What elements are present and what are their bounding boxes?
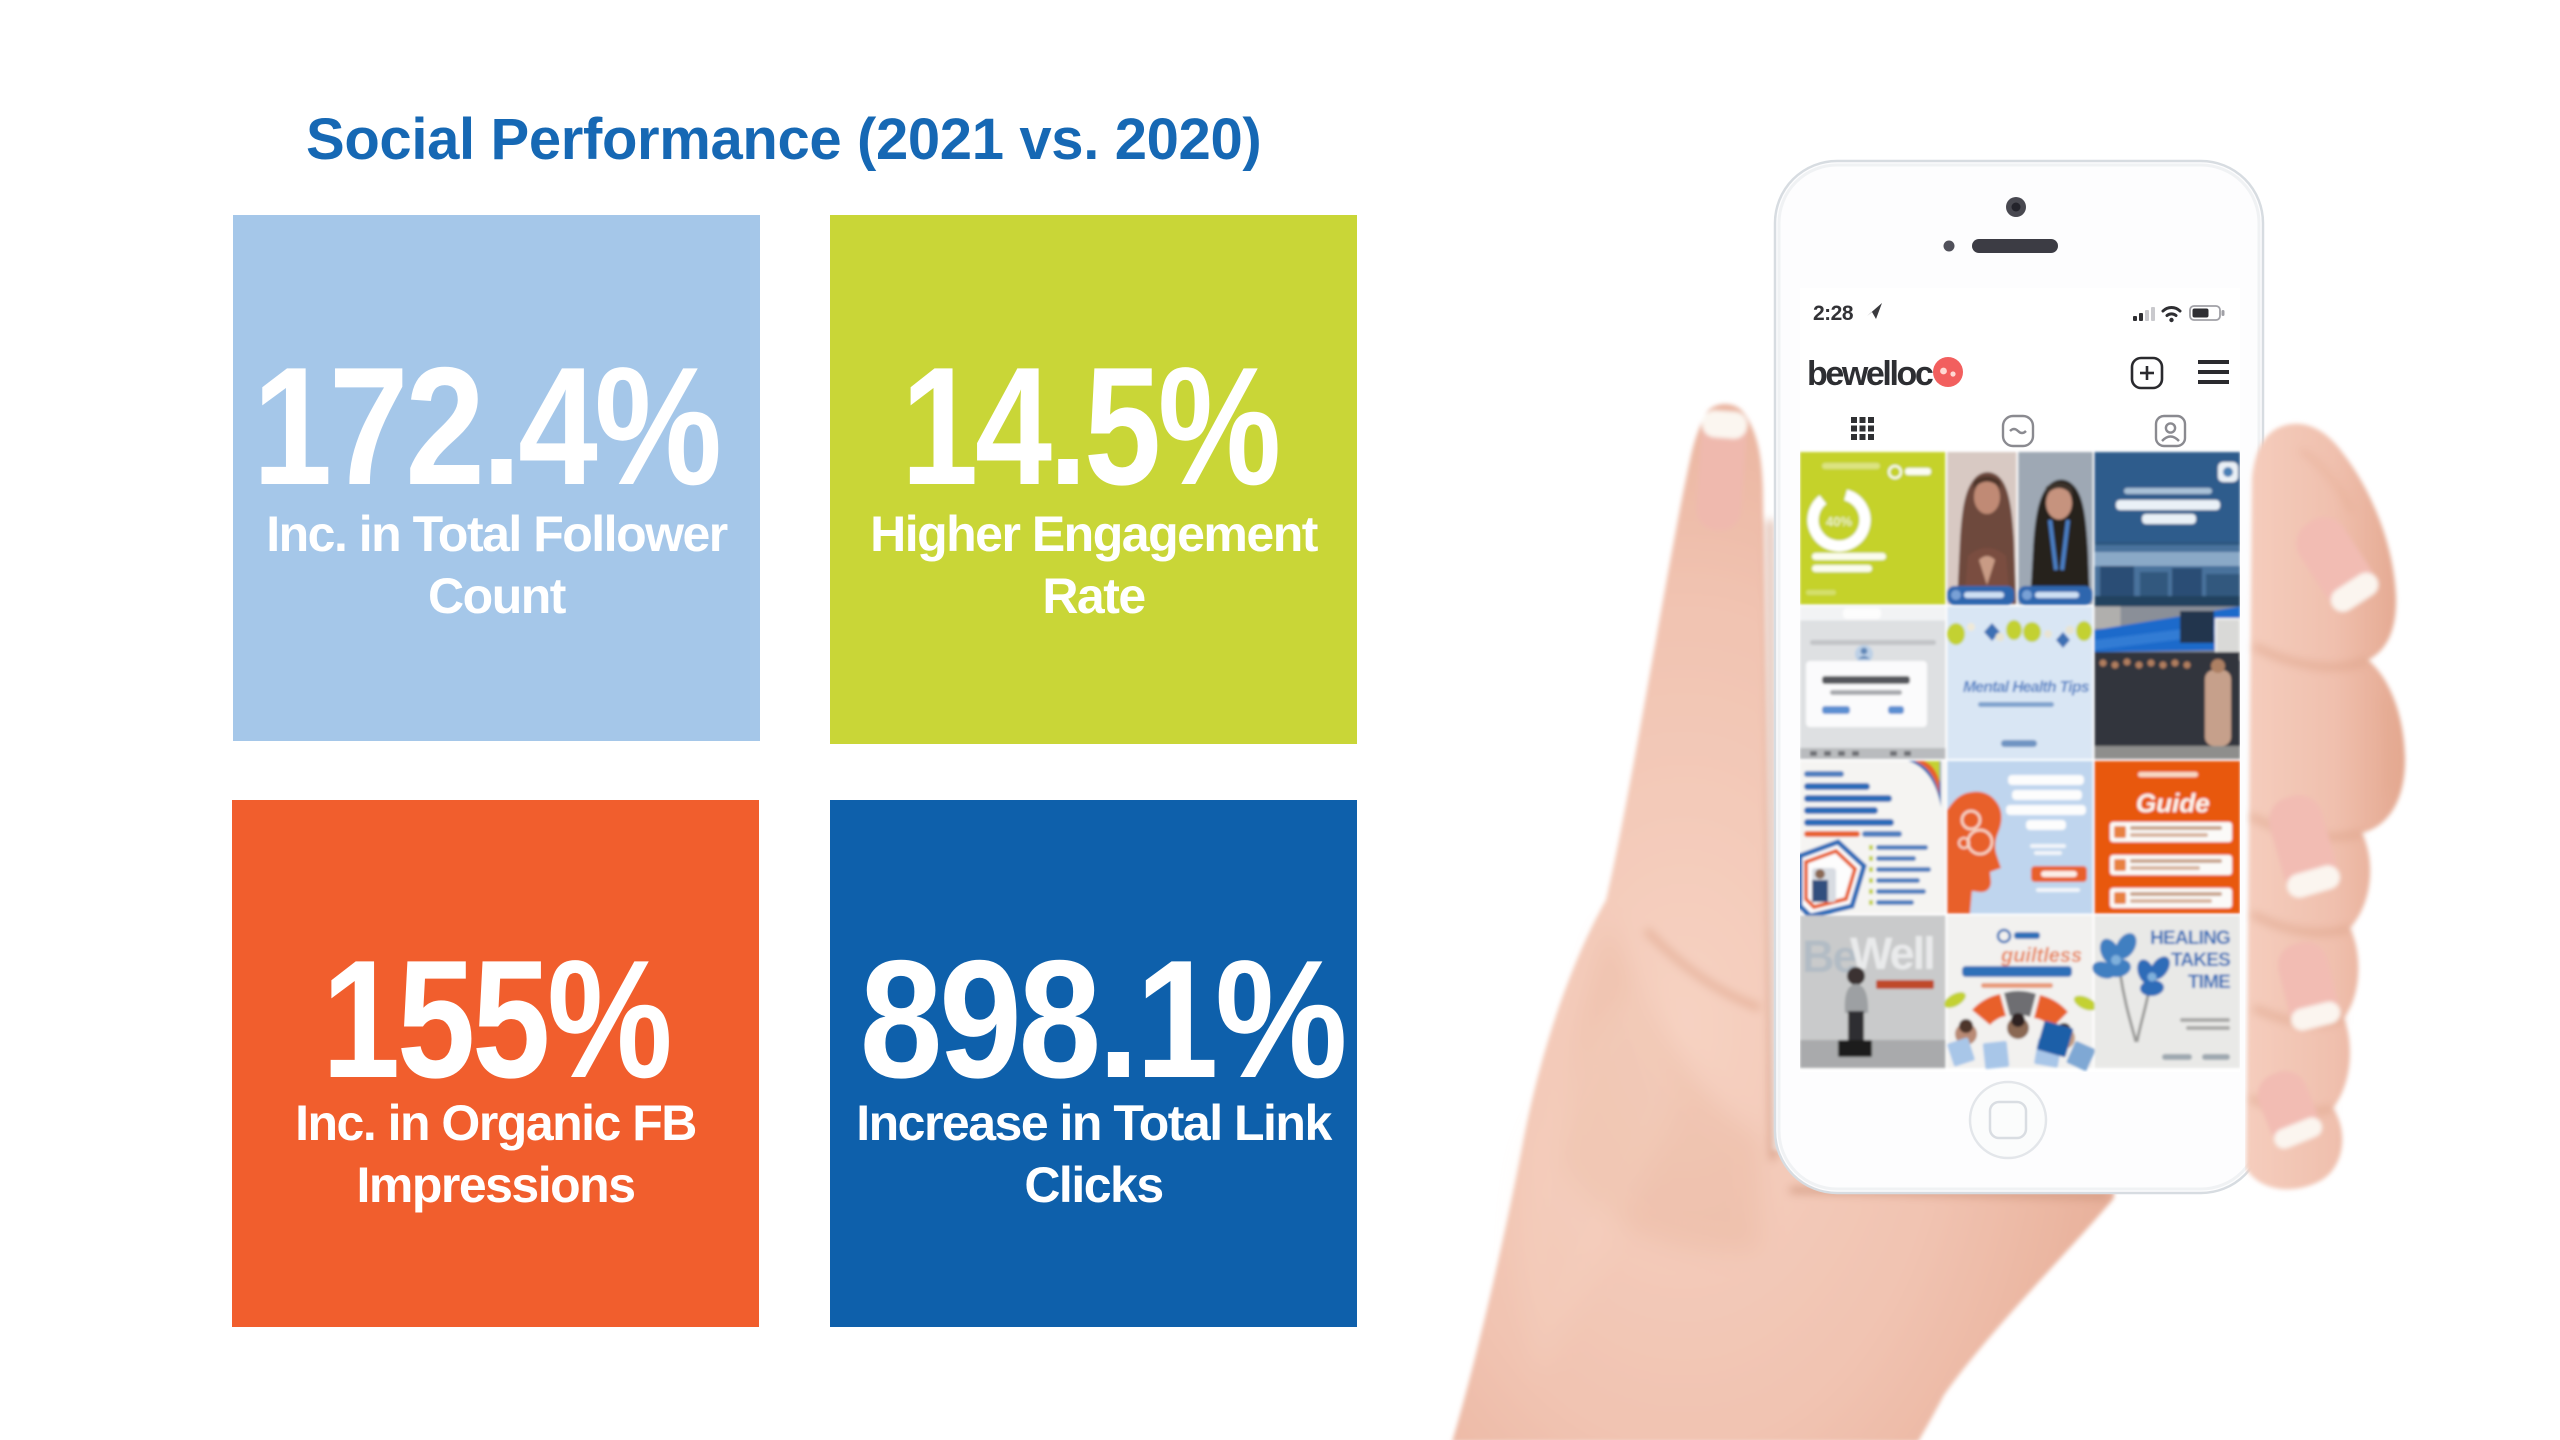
svg-text:guiltless: guiltless	[2000, 945, 2082, 967]
svg-text:HEALING: HEALING	[2150, 928, 2230, 949]
svg-text:2:28: 2:28	[1813, 302, 1854, 325]
svg-text:TIME: TIME	[2188, 972, 2230, 993]
svg-text:bewelloc: bewelloc	[1807, 355, 1933, 393]
svg-text:Well: Well	[1850, 928, 1934, 979]
svg-text:40%: 40%	[1826, 514, 1852, 529]
svg-text:TAKES: TAKES	[2171, 950, 2230, 971]
svg-text:Guide: Guide	[2136, 788, 2210, 818]
svg-text:Mental Health Tips: Mental Health Tips	[1963, 679, 2090, 696]
